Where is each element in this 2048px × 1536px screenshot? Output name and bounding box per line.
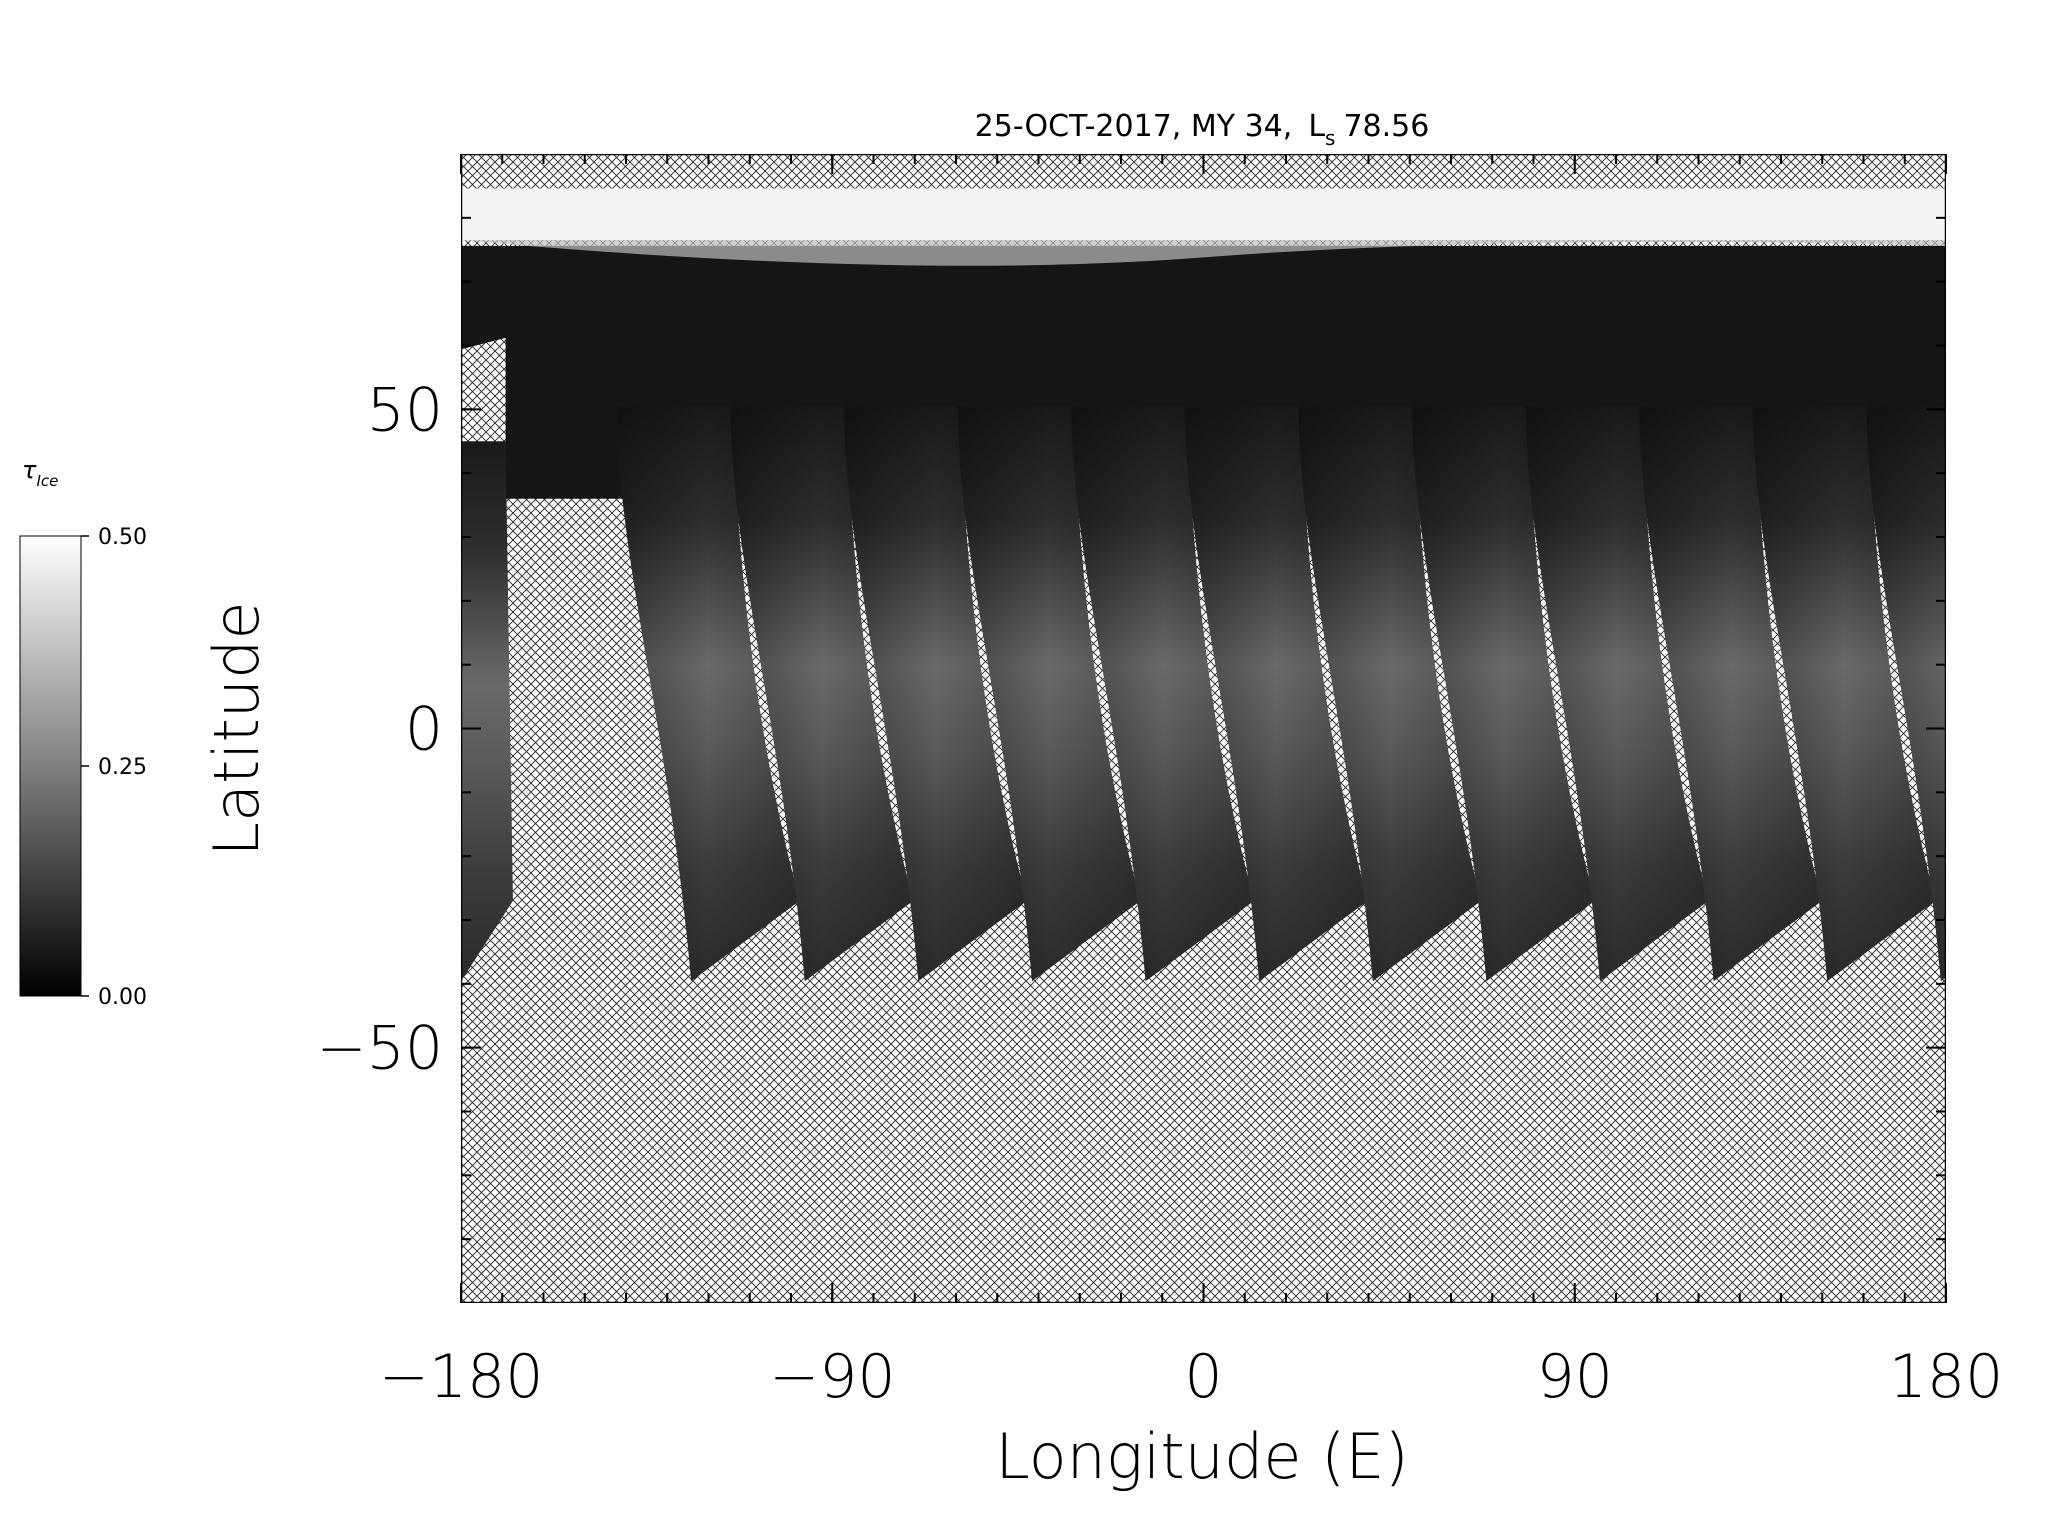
colorbar-symbol: τ xyxy=(22,456,37,484)
y-axis-label: Latitude xyxy=(200,601,273,856)
swath-shade xyxy=(730,406,914,982)
swath-shade xyxy=(1866,406,1946,982)
swath-shade xyxy=(1071,406,1254,982)
x-tick-label: 180 xyxy=(1889,1342,2004,1412)
polar-edge xyxy=(461,240,1946,266)
chart-title: 25-OCT-2017, MY 34, Ls 78.56 xyxy=(975,109,1430,150)
colorbar-label: τIce xyxy=(22,456,58,490)
title-ls-value: 78.56 xyxy=(1343,109,1429,144)
swath-shade xyxy=(957,406,1141,982)
y-tick-label: 0 xyxy=(405,695,443,765)
swath-shade xyxy=(844,406,1027,982)
swath-shade xyxy=(1525,406,1709,982)
swath-shade xyxy=(1980,407,2048,982)
polar-bright-band xyxy=(461,188,1946,241)
plot-area xyxy=(460,154,2048,1303)
swath xyxy=(1980,407,2048,982)
swath-shade xyxy=(1639,406,1823,982)
y-tick-label: 50 xyxy=(367,375,443,445)
map-image xyxy=(461,154,2048,1303)
swath-shade xyxy=(1752,406,1936,982)
x-tick-label: 90 xyxy=(1537,1342,1613,1412)
colorbar-tick-label: 0.25 xyxy=(98,755,147,780)
colorbar-tick-label: 0.00 xyxy=(98,985,147,1010)
colorbar-tick-label: 0.50 xyxy=(98,525,147,550)
swath-shade xyxy=(1298,406,1482,982)
title-text: 25-OCT-2017, MY 34, xyxy=(975,109,1293,144)
swath-shade xyxy=(1184,406,1368,982)
y-tick-label: −50 xyxy=(316,1014,443,1084)
title-ls-sub: s xyxy=(1325,126,1335,150)
x-tick-label: −90 xyxy=(769,1342,896,1412)
colorbar-subscript: Ice xyxy=(36,472,58,490)
x-axis-label: Longitude (E) xyxy=(995,1420,1408,1493)
title-ls: L xyxy=(1308,109,1325,144)
swath xyxy=(461,441,513,982)
swath-shade xyxy=(616,406,800,982)
colorbar xyxy=(19,535,82,997)
swath-shade xyxy=(1412,406,1595,982)
x-tick-label: −180 xyxy=(379,1342,544,1412)
x-tick-label: 0 xyxy=(1184,1342,1222,1412)
